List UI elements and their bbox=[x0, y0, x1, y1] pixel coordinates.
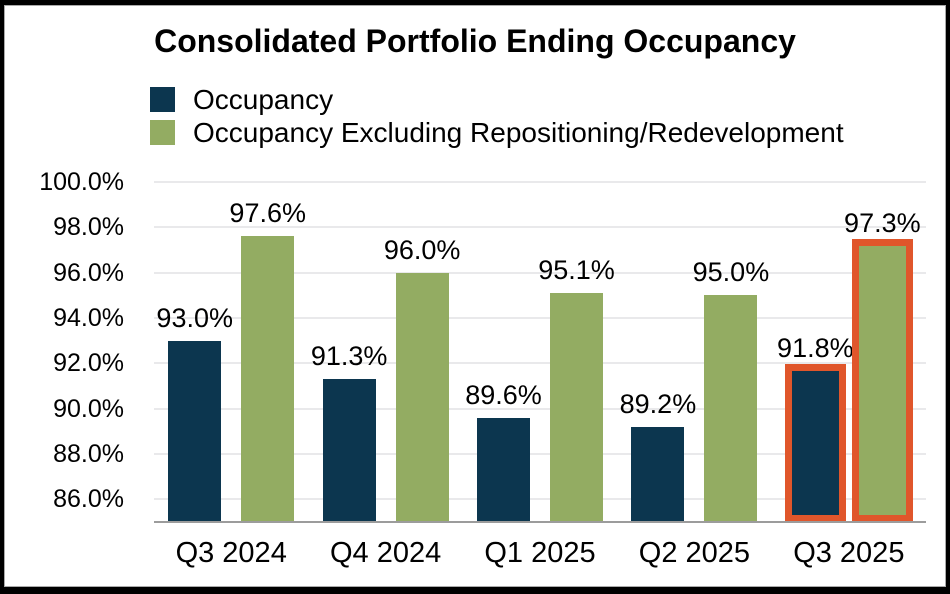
bar-group-q2-2025: 89.2% 95.0% bbox=[617, 182, 771, 522]
legend: Occupancy Occupancy Excluding Reposition… bbox=[150, 85, 844, 151]
bar-value-label: 89.2% bbox=[619, 388, 697, 419]
bar-value-label: 97.6% bbox=[229, 198, 306, 229]
legend-label-occupancy-excluding: Occupancy Excluding Repositioning/Redeve… bbox=[193, 117, 844, 148]
y-axis-tick-label: 100.0% bbox=[39, 168, 124, 196]
y-axis-tick-label: 88.0% bbox=[53, 440, 124, 468]
bar: 96.0% bbox=[384, 236, 460, 522]
bar: 91.8% bbox=[777, 334, 854, 522]
x-axis: Q3 2024 Q4 2024 Q1 2025 Q2 2025 Q3 2025 bbox=[154, 538, 926, 568]
bar-value-label: 89.6% bbox=[465, 379, 542, 410]
gridline bbox=[154, 181, 926, 183]
bar-value-label: 96.0% bbox=[383, 234, 461, 265]
y-axis-tick-label: 96.0% bbox=[53, 258, 124, 287]
gridline bbox=[154, 317, 926, 319]
y-axis-tick-label: 98.0% bbox=[53, 213, 124, 242]
bar-value-label: 91.8% bbox=[777, 332, 854, 363]
bar: 97.6% bbox=[229, 199, 306, 522]
plot-area: 93.0% 97.6% 91.3% 96.0% 89.6% 95.1% 89.2% 95.0%… bbox=[154, 181, 926, 523]
legend-label-occupancy: Occupancy bbox=[193, 84, 334, 115]
x-axis-line bbox=[154, 521, 926, 523]
bar: 89.6% bbox=[465, 381, 542, 522]
gridline bbox=[154, 271, 926, 274]
x-axis-label: Q4 2024 bbox=[329, 537, 442, 569]
y-axis-tick-label: 86.0% bbox=[53, 485, 124, 514]
legend-item-occupancy-excluding: Occupancy Excluding Repositioning/Redeve… bbox=[150, 118, 844, 147]
gridline bbox=[154, 453, 926, 455]
bar-group-q4-2024: 91.3% 96.0% bbox=[308, 182, 462, 522]
legend-item-occupancy: Occupancy bbox=[150, 85, 844, 114]
y-axis: 100.0% 98.0% 96.0% 94.0% 92.0% 90.0% 88.0% 86.0… bbox=[4, 5, 124, 587]
bar-groups: 93.0% 97.6% 91.3% 96.0% 89.6% 95.1% 89.2% 95.0%… bbox=[154, 182, 926, 522]
y-axis-tick-label: 94.0% bbox=[53, 304, 124, 332]
bar: 93.0% bbox=[156, 304, 233, 522]
legend-swatch-occupancy-icon bbox=[150, 87, 175, 112]
bar: 91.3% bbox=[311, 342, 387, 522]
bar: 95.0% bbox=[693, 258, 769, 522]
bar-value-label: 93.0% bbox=[156, 302, 233, 333]
bar-group-q3-2025: 91.8% 97.3% bbox=[772, 182, 926, 522]
bar: 89.2% bbox=[620, 390, 696, 522]
gridline bbox=[154, 498, 926, 501]
bar: 97.3% bbox=[844, 209, 921, 522]
x-axis-label: Q1 2025 bbox=[484, 537, 596, 569]
x-axis-label: Q2 2025 bbox=[638, 537, 751, 569]
x-axis-label: Q3 2025 bbox=[793, 537, 905, 569]
bar-value-label: 91.3% bbox=[310, 341, 388, 372]
gridline bbox=[154, 407, 926, 410]
y-axis-tick-label: 92.0% bbox=[53, 349, 124, 378]
legend-swatch-occupancy-excluding-icon bbox=[150, 120, 175, 145]
bar: 95.1% bbox=[538, 256, 615, 522]
y-axis-tick-label: 90.0% bbox=[53, 394, 124, 423]
gridline bbox=[154, 226, 926, 229]
bar-group-q1-2025: 89.6% 95.1% bbox=[463, 182, 617, 522]
x-axis-label: Q3 2024 bbox=[175, 537, 287, 569]
gridline bbox=[154, 362, 926, 365]
bar-group-q3-2024: 93.0% 97.6% bbox=[154, 182, 308, 522]
bar-value-label: 95.0% bbox=[692, 257, 770, 288]
chart-title: Consolidated Portfolio Ending Occupancy bbox=[154, 23, 796, 59]
bar-value-label: 97.3% bbox=[844, 208, 921, 239]
bar-value-label: 95.1% bbox=[538, 255, 615, 286]
